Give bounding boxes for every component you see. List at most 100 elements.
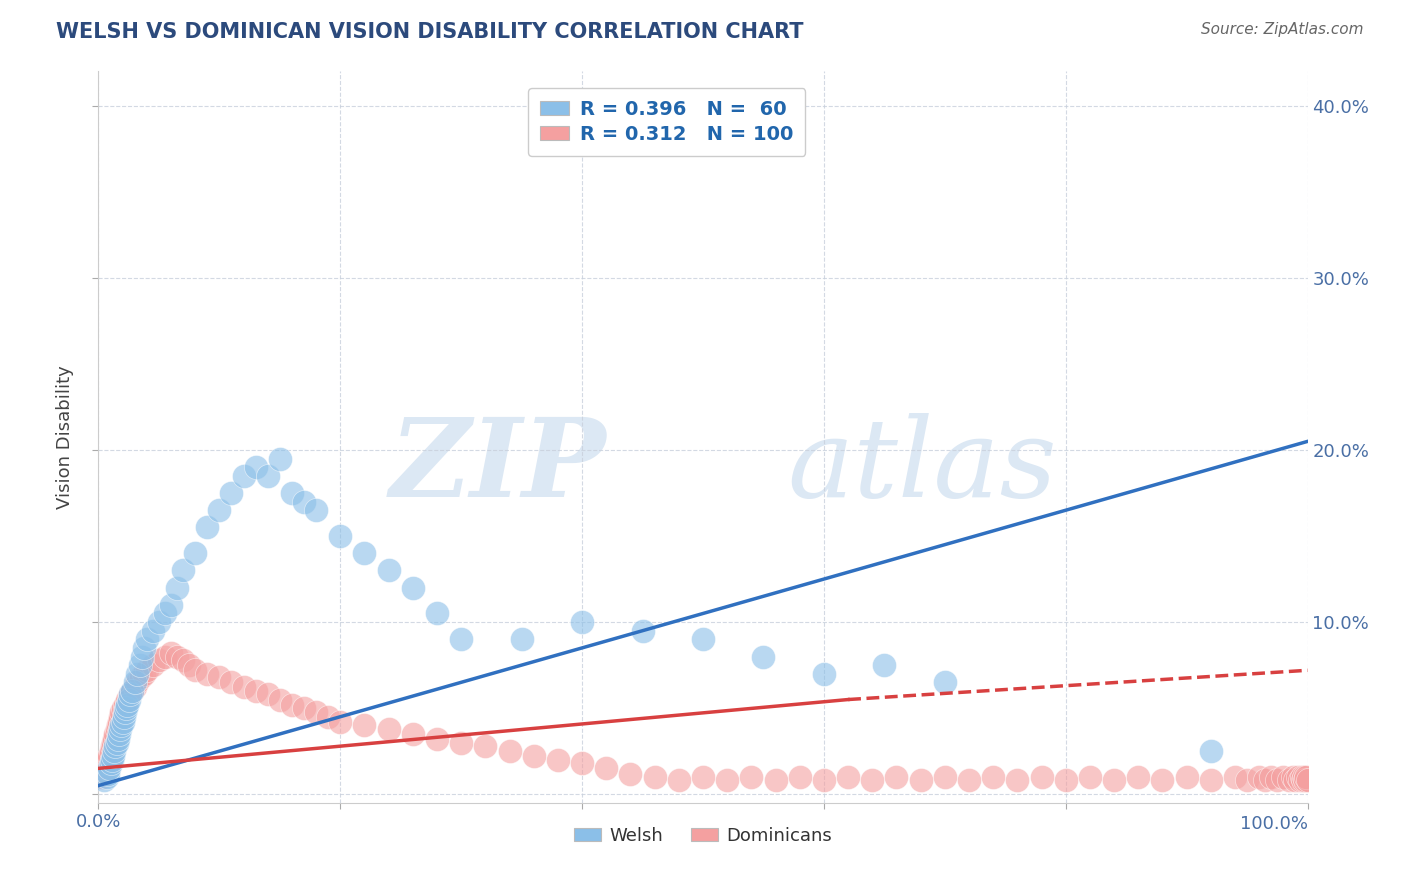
Point <box>402 727 425 741</box>
Point <box>127 675 149 690</box>
Point <box>124 681 146 695</box>
Point <box>1278 773 1301 788</box>
Point <box>316 710 339 724</box>
Point <box>131 649 153 664</box>
Point <box>1078 770 1101 784</box>
Point <box>934 770 956 784</box>
Point <box>1152 773 1174 788</box>
Point <box>121 684 143 698</box>
Point <box>1199 744 1222 758</box>
Point <box>94 761 117 775</box>
Point <box>837 770 859 784</box>
Point <box>208 670 231 684</box>
Point <box>644 770 666 784</box>
Point <box>1284 773 1306 788</box>
Point <box>232 468 254 483</box>
Point <box>153 649 176 664</box>
Point <box>127 666 149 681</box>
Point <box>305 503 328 517</box>
Point <box>108 710 131 724</box>
Point <box>107 718 129 732</box>
Point <box>292 701 315 715</box>
Point <box>232 681 254 695</box>
Point <box>305 705 328 719</box>
Point <box>105 735 128 749</box>
Point <box>402 581 425 595</box>
Point <box>148 653 170 667</box>
Point <box>96 756 118 771</box>
Point <box>114 705 136 719</box>
Point <box>97 753 120 767</box>
Point <box>245 460 267 475</box>
Point <box>269 451 291 466</box>
Point <box>153 607 176 621</box>
Point <box>115 701 138 715</box>
Text: ZIP: ZIP <box>389 413 606 520</box>
Point <box>101 735 124 749</box>
Point <box>100 753 122 767</box>
Point <box>269 692 291 706</box>
Point <box>631 624 654 638</box>
Point <box>668 773 690 788</box>
Point <box>716 773 738 788</box>
Point <box>105 722 128 736</box>
Point <box>292 494 315 508</box>
Point <box>1296 773 1319 788</box>
Point <box>256 468 278 483</box>
Point <box>245 684 267 698</box>
Point <box>1007 773 1029 788</box>
Point <box>765 773 787 788</box>
Point <box>114 698 136 712</box>
Point <box>1267 773 1289 788</box>
Text: atlas: atlas <box>787 413 1057 520</box>
Point <box>595 761 617 775</box>
Point <box>97 766 120 780</box>
Point <box>93 773 115 788</box>
Point <box>1291 770 1313 784</box>
Point <box>450 632 472 647</box>
Legend: Welsh, Dominicans: Welsh, Dominicans <box>567 820 839 852</box>
Point <box>426 732 449 747</box>
Point <box>426 607 449 621</box>
Point <box>692 770 714 784</box>
Point <box>510 632 533 647</box>
Point <box>103 732 125 747</box>
Point <box>1272 770 1295 784</box>
Point <box>281 486 304 500</box>
Point <box>1236 773 1258 788</box>
Point <box>160 646 183 660</box>
Point <box>450 735 472 749</box>
Point <box>813 773 835 788</box>
Point <box>873 658 896 673</box>
Y-axis label: Vision Disability: Vision Disability <box>56 365 75 509</box>
Point <box>110 718 132 732</box>
Point <box>1199 773 1222 788</box>
Point <box>111 701 134 715</box>
Point <box>118 692 141 706</box>
Point <box>752 649 775 664</box>
Point <box>195 666 218 681</box>
Point <box>101 749 124 764</box>
Point <box>100 744 122 758</box>
Point <box>103 744 125 758</box>
Point <box>886 770 908 784</box>
Point <box>135 663 157 677</box>
Point <box>184 663 207 677</box>
Point <box>98 749 121 764</box>
Point <box>118 687 141 701</box>
Point <box>1286 770 1309 784</box>
Text: Source: ZipAtlas.com: Source: ZipAtlas.com <box>1201 22 1364 37</box>
Point <box>110 705 132 719</box>
Point <box>547 753 569 767</box>
Point <box>353 718 375 732</box>
Point <box>1054 773 1077 788</box>
Point <box>93 766 115 780</box>
Point <box>135 632 157 647</box>
Point <box>179 658 201 673</box>
Point <box>221 486 243 500</box>
Point <box>740 770 762 784</box>
Point <box>813 666 835 681</box>
Point <box>1102 773 1125 788</box>
Point <box>100 739 122 753</box>
Point <box>111 714 134 729</box>
